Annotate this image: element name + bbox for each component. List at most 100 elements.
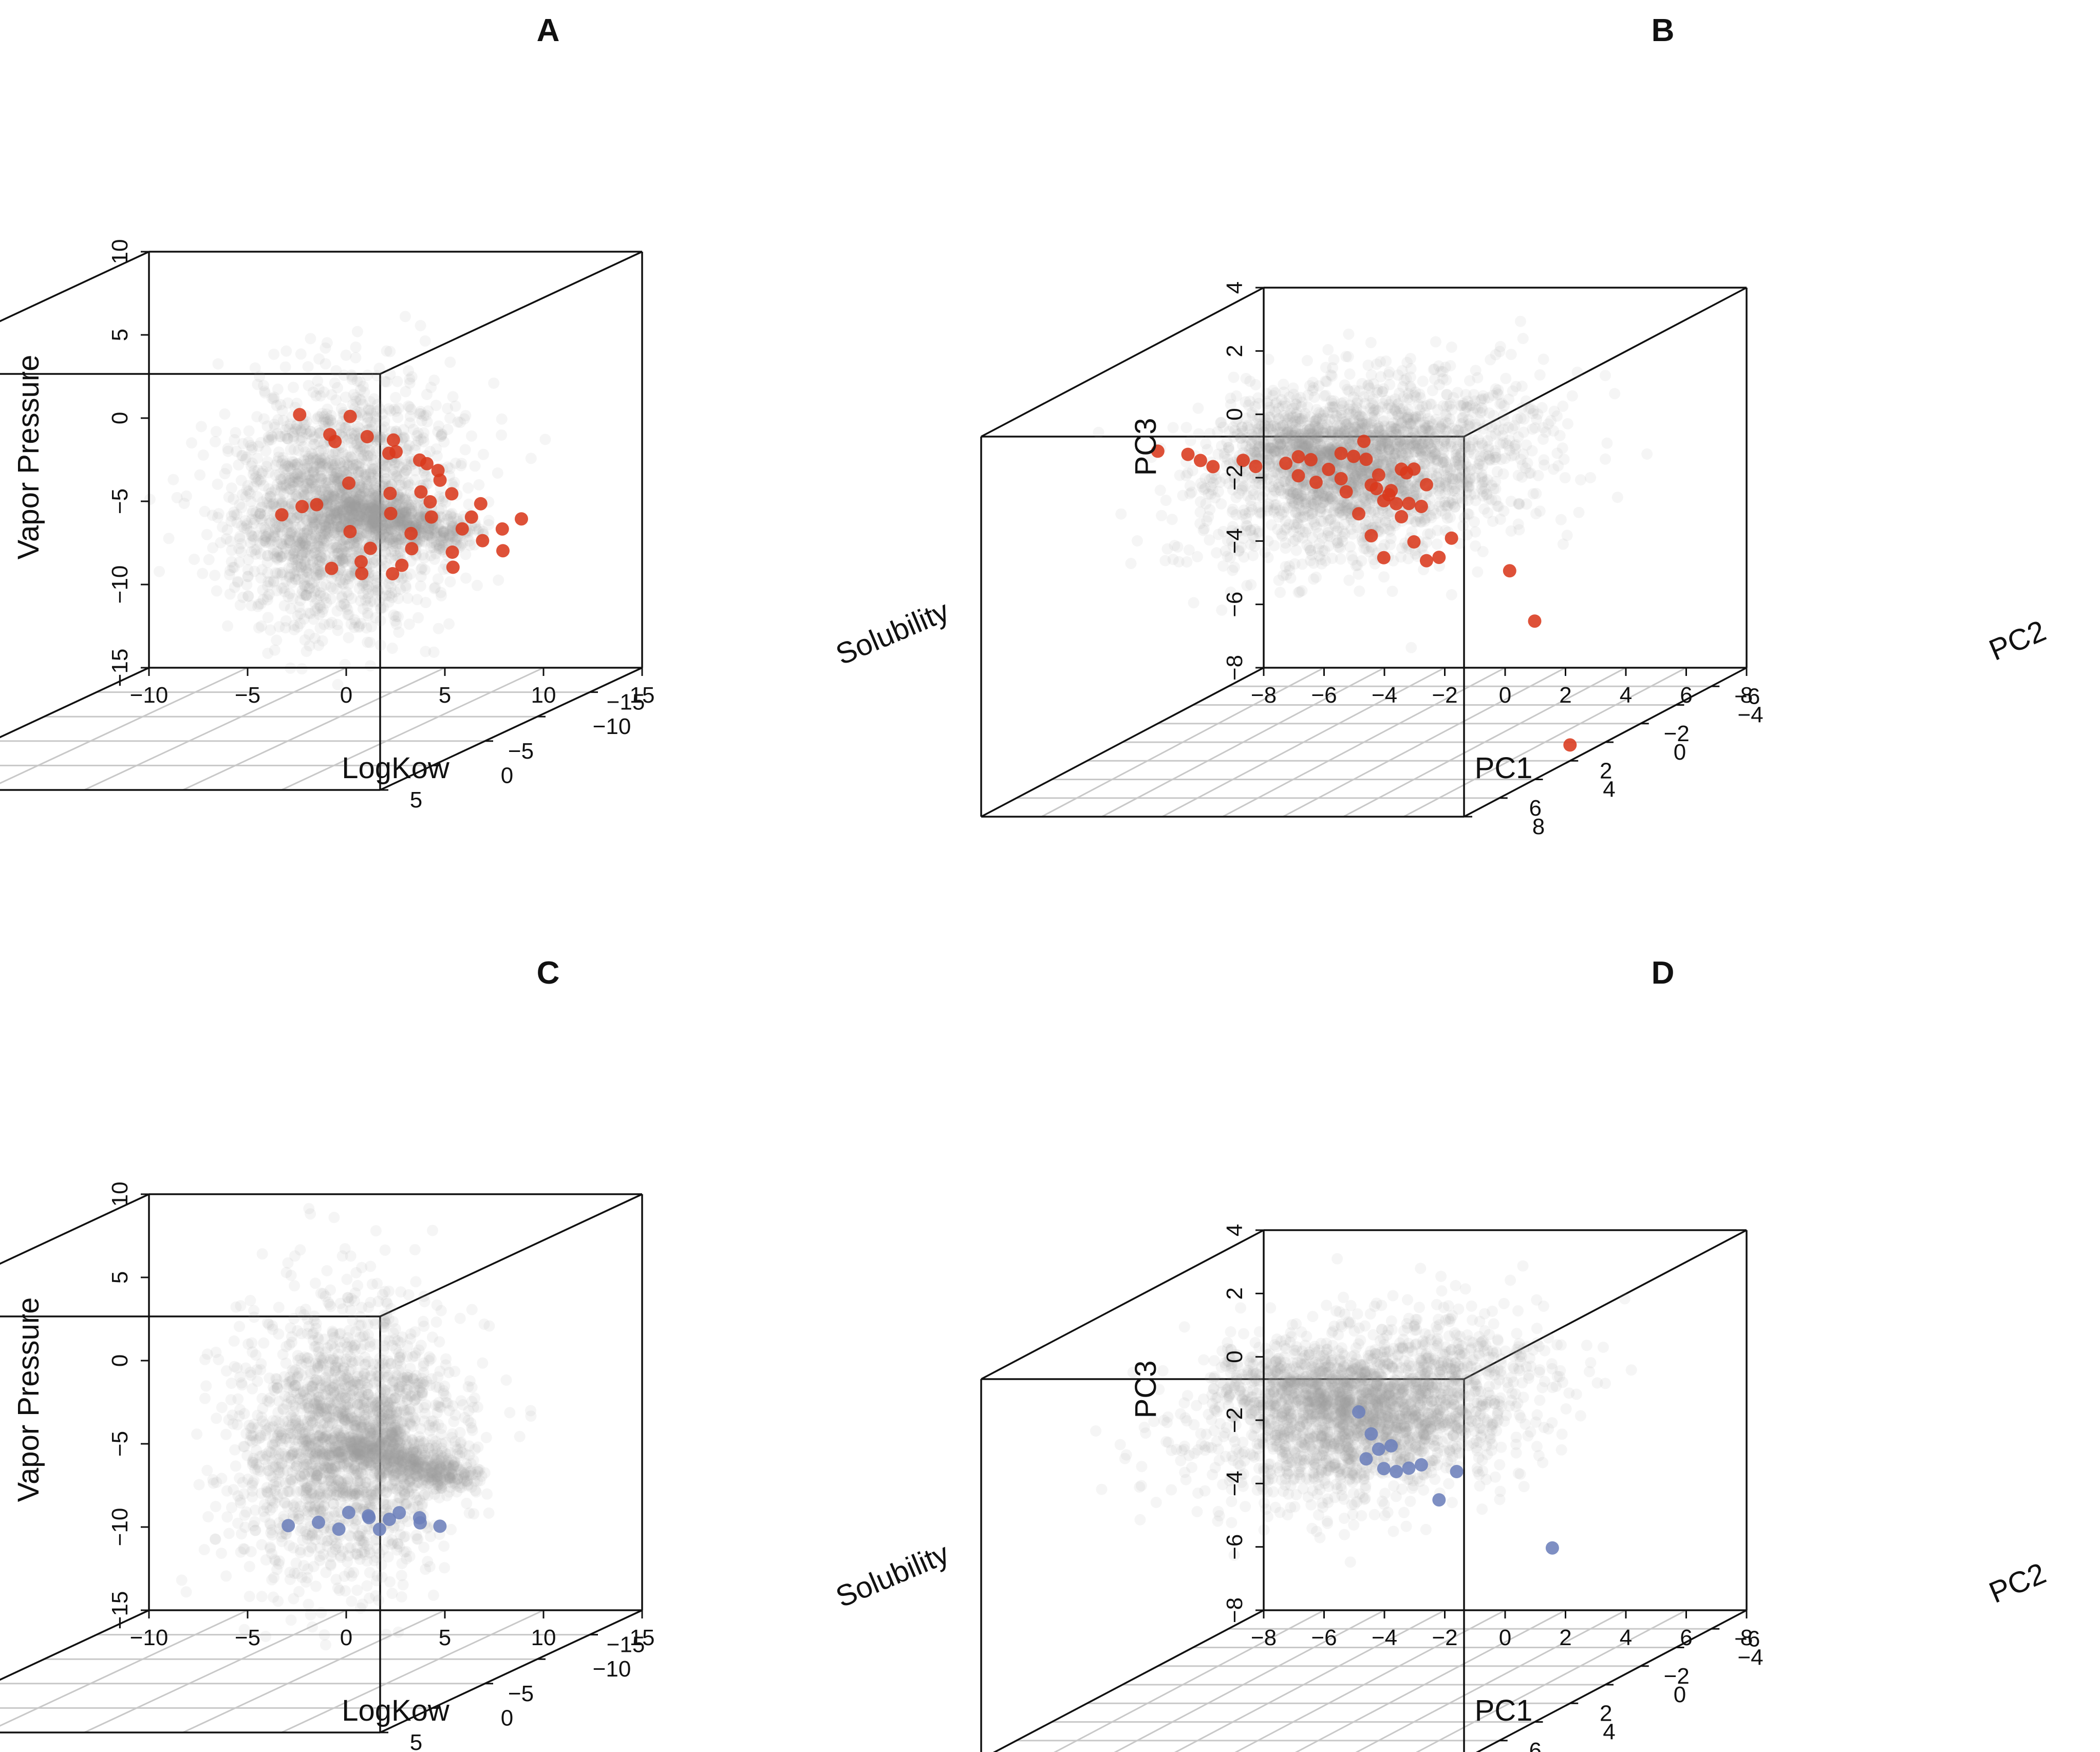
panel-title: A xyxy=(537,13,560,48)
cloud-point xyxy=(309,562,321,574)
cloud-point xyxy=(305,475,316,487)
cloud-point xyxy=(245,440,256,451)
cloud-point xyxy=(390,470,402,482)
cloud-point xyxy=(374,615,386,627)
cloud-point xyxy=(422,530,434,541)
cloud-point xyxy=(374,431,386,443)
cloud-point xyxy=(262,612,274,624)
cloud-point xyxy=(304,582,316,594)
cloud-point xyxy=(321,477,332,488)
cloud-point xyxy=(1228,561,1240,573)
cloud-point xyxy=(1167,554,1179,566)
cloud-point xyxy=(402,497,414,508)
cloud-point xyxy=(289,545,301,557)
cloud-point xyxy=(323,487,334,499)
cloud-point xyxy=(361,417,373,429)
cloud-point xyxy=(367,513,379,524)
cloud-point xyxy=(336,590,348,602)
cloud-point xyxy=(313,436,325,447)
cloud-point xyxy=(393,461,405,473)
cloud-point xyxy=(344,515,356,526)
data-point xyxy=(405,542,419,556)
cloud-point xyxy=(395,530,406,542)
cloud-point xyxy=(1180,469,1192,481)
cloud-point xyxy=(144,494,156,505)
cloud-point xyxy=(328,507,340,519)
cloud-point xyxy=(276,551,288,562)
cloud-point xyxy=(394,515,406,527)
cloud-point xyxy=(332,618,343,630)
cloud-point xyxy=(403,440,415,451)
cloud-point xyxy=(286,513,297,524)
cloud-point xyxy=(242,485,254,497)
cloud-point xyxy=(221,524,233,536)
cloud-point xyxy=(1431,538,1443,550)
cloud-point xyxy=(442,403,454,415)
cloud-point xyxy=(201,529,213,540)
cloud-point xyxy=(325,491,337,503)
cloud-point xyxy=(1609,388,1621,400)
cloud-point xyxy=(255,572,267,584)
cloud-point xyxy=(324,483,335,495)
cloud-point xyxy=(167,474,179,485)
box-edge xyxy=(0,251,149,323)
cloud-point xyxy=(284,588,296,599)
cloud-point xyxy=(401,514,413,525)
cloud-point xyxy=(321,499,333,511)
cloud-point xyxy=(262,526,274,538)
cloud-point xyxy=(326,417,338,429)
cloud-point xyxy=(374,528,386,540)
cloud-point xyxy=(242,571,254,582)
cloud-point xyxy=(371,491,382,503)
cloud-point xyxy=(302,361,314,372)
cloud-point xyxy=(365,404,376,416)
cloud-point xyxy=(1184,480,1196,492)
cloud-point xyxy=(154,566,165,577)
cloud-point xyxy=(1461,529,1473,541)
cloud-point xyxy=(234,499,246,511)
cloud-point xyxy=(355,506,367,518)
cloud-point xyxy=(303,629,315,640)
cloud-point xyxy=(383,403,395,415)
cloud-point xyxy=(1472,566,1484,578)
cloud-point xyxy=(462,482,474,494)
cloud-point xyxy=(1280,561,1291,573)
cloud-point xyxy=(473,523,485,535)
cloud-point xyxy=(312,375,324,387)
cloud-point xyxy=(337,495,349,506)
cloud-point xyxy=(436,429,447,441)
cloud-point xyxy=(353,620,365,632)
cloud-point xyxy=(330,504,342,516)
background-cloud xyxy=(144,311,551,690)
cloud-point xyxy=(332,475,343,487)
cloud-point xyxy=(435,587,447,598)
cloud-point xyxy=(290,491,302,502)
cloud-point xyxy=(428,646,440,658)
data-point xyxy=(445,487,459,501)
cloud-point xyxy=(398,424,409,436)
cloud-point xyxy=(400,506,411,518)
cloud-point xyxy=(459,444,471,456)
cloud-point xyxy=(288,548,299,560)
cloud-point xyxy=(215,537,227,549)
cloud-point xyxy=(335,504,347,516)
cloud-point xyxy=(301,525,313,537)
data-point xyxy=(355,567,369,580)
cloud-point xyxy=(337,553,349,564)
cloud-point xyxy=(351,438,363,449)
cloud-point xyxy=(405,404,417,416)
cloud-point xyxy=(314,599,326,611)
cloud-point xyxy=(363,468,374,480)
cloud-point xyxy=(363,508,374,520)
cloud-point xyxy=(261,456,273,468)
cloud-point xyxy=(329,491,341,502)
cloud-point xyxy=(350,341,362,353)
cloud-point xyxy=(364,636,376,648)
cloud-point xyxy=(413,511,424,523)
cloud-point xyxy=(367,489,379,501)
cloud-point xyxy=(428,525,440,537)
cloud-point xyxy=(338,545,349,557)
data-point xyxy=(382,446,396,460)
cloud-point xyxy=(186,437,197,449)
cloud-point xyxy=(333,486,345,498)
